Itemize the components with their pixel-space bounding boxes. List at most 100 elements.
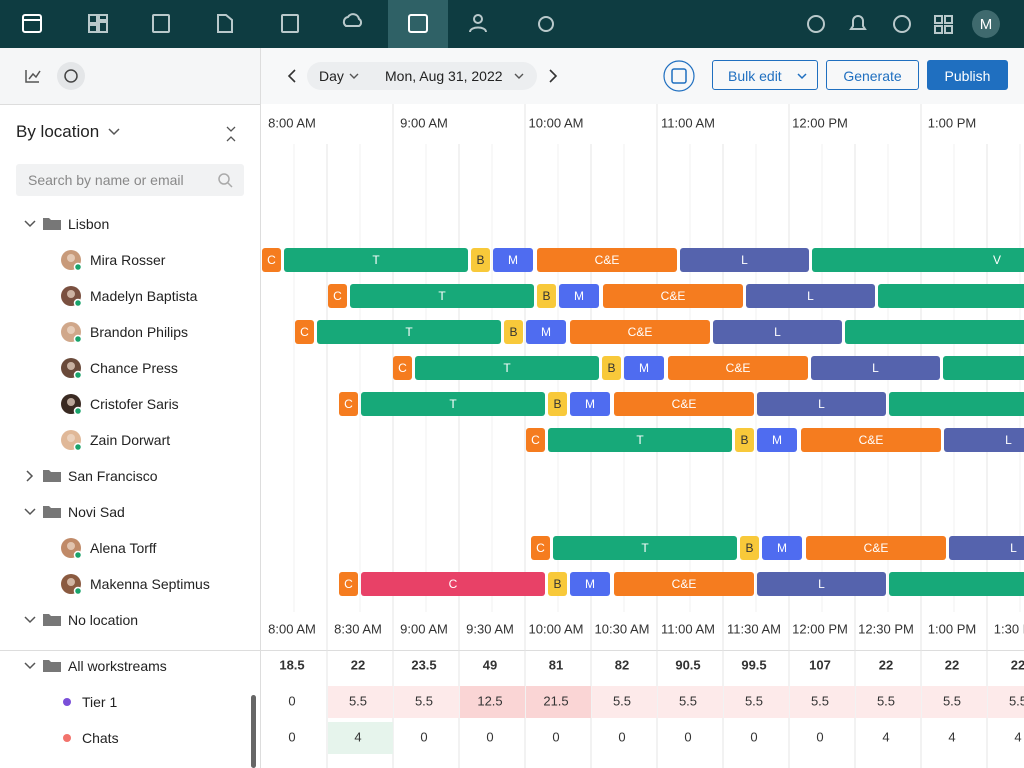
shift-label: B [745, 541, 753, 555]
shift-label: B [553, 577, 561, 591]
workstream-name: Tier 1 [82, 694, 118, 710]
total-value: 0 [288, 693, 295, 708]
shift-block [548, 428, 732, 452]
date-select[interactable]: Mon, Aug 31, 2022 [385, 68, 503, 84]
search-box[interactable] [16, 164, 244, 196]
workstream-name: Chats [82, 730, 119, 746]
time-label: 8:30 AM [334, 621, 382, 636]
shift-block [944, 428, 1024, 452]
folder-icon [43, 470, 61, 482]
avatar [61, 394, 82, 415]
sidebar-icons[interactable] [0, 48, 260, 104]
shift-label: C [449, 577, 458, 591]
time-label: 9:30 AM [466, 621, 514, 636]
cell-highlight [856, 686, 921, 718]
avatar [61, 286, 82, 307]
shift-label: T [372, 253, 380, 267]
total-value: 81 [549, 657, 563, 672]
shift-block [614, 392, 754, 416]
shift-block [317, 320, 501, 344]
shift-label: B [553, 397, 561, 411]
folder-icon [43, 506, 61, 518]
shift-block [746, 284, 875, 308]
avatar [61, 358, 82, 379]
total-value: 0 [684, 729, 691, 744]
shift-block [548, 392, 567, 416]
shift-block [339, 392, 358, 416]
shift-label: M [777, 541, 787, 555]
schedule-grid: 8:00 AM 9:00 AM 10:00 AM 11:00 AM 12:00 PM 1:… [262, 104, 1024, 768]
shift-block [602, 356, 621, 380]
shift-label: T [503, 361, 511, 375]
hour-label: 11:00 AM [661, 115, 715, 130]
total-value: 0 [750, 729, 757, 744]
time-label: 1:30 PM [994, 621, 1024, 636]
shift-label: B [476, 253, 484, 267]
total-value: 0 [816, 729, 823, 744]
shift-label: M [585, 397, 595, 411]
shift-block [614, 572, 754, 596]
person-name: Brandon Philips [90, 324, 189, 340]
cell-highlight [724, 686, 789, 718]
shift-block [949, 536, 1024, 560]
avatar [61, 322, 82, 343]
shift-label: M [585, 577, 595, 591]
shift-label: M [508, 253, 518, 267]
shift-label: B [509, 325, 517, 339]
shift-block [350, 284, 534, 308]
time-label: 12:30 PM [858, 621, 914, 636]
scrollbar[interactable] [251, 695, 256, 768]
total-value: 12.5 [477, 693, 502, 708]
shift-label: C&E [859, 433, 884, 447]
shift-block [680, 248, 809, 272]
cell-highlight [922, 686, 987, 718]
chevron [26, 470, 34, 482]
total-value: 0 [618, 729, 625, 744]
shift-block [735, 428, 754, 452]
view-select[interactable]: Day [319, 68, 344, 84]
shift-label: C&E [726, 361, 751, 375]
shift-block [415, 356, 599, 380]
sidebar-toolbar [0, 48, 260, 105]
shift-block [713, 320, 842, 344]
sidebar-controls[interactable] [105, 124, 245, 144]
location-label: San Francisco [68, 468, 158, 484]
shift-block [570, 572, 610, 596]
total-value: 23.5 [411, 657, 436, 672]
publish-button[interactable]: Publish [927, 60, 1008, 90]
total-value: 5.5 [613, 693, 631, 708]
location-label: Lisbon [68, 216, 110, 232]
total-value: 21.5 [543, 693, 568, 708]
time-label: 9:00 AM [400, 621, 448, 636]
cell-highlight [988, 686, 1024, 718]
total-value: 49 [483, 657, 497, 672]
shift-label: B [542, 289, 550, 303]
total-value: 107 [809, 657, 831, 672]
location-label: No location [68, 612, 139, 628]
total-value: 5.5 [877, 693, 895, 708]
shift-label: T [405, 325, 413, 339]
shift-label: B [607, 361, 615, 375]
bulk-edit-button[interactable]: Bulk edit [712, 60, 818, 90]
shift-label: B [740, 433, 748, 447]
shift-block [548, 572, 567, 596]
shift-label: C&E [864, 541, 889, 555]
shift-block [339, 572, 358, 596]
cell-highlight [460, 686, 525, 718]
divider [0, 650, 1024, 651]
shift-label: L [818, 397, 825, 411]
person-name: Cristofer Saris [90, 396, 179, 412]
generate-button[interactable]: Generate [826, 60, 919, 90]
hour-label: 9:00 AM [400, 115, 448, 130]
user-avatar[interactable]: M [980, 16, 993, 33]
total-value: 5.5 [679, 693, 697, 708]
shift-block [284, 248, 468, 272]
shift-block [762, 536, 802, 560]
total-value: 99.5 [741, 657, 766, 672]
person-name: Madelyn Baptista [90, 288, 198, 304]
shift-label: L [1005, 433, 1012, 447]
group-by[interactable]: By location [16, 122, 100, 141]
total-value: 5.5 [415, 693, 433, 708]
folder-icon [43, 614, 61, 626]
